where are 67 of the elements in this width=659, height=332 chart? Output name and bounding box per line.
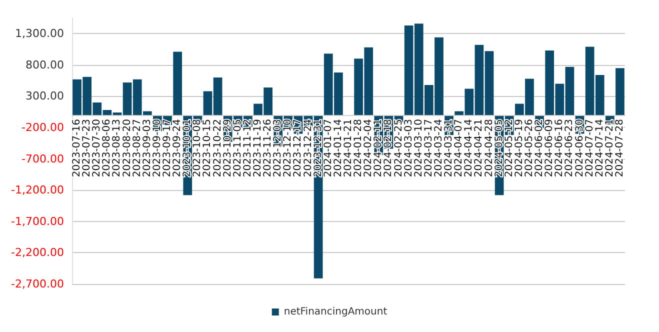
x-tick-label: 2024-04-07 xyxy=(454,119,465,178)
x-tick-label: 2023-10-22 xyxy=(212,119,224,178)
x-tick-label: 2024-07-21 xyxy=(604,119,616,178)
x-tick-label: 2024-06-30 xyxy=(574,119,586,178)
x-tick-label: 2023-12-31 xyxy=(312,119,324,178)
x-tick-label: 2024-01-07 xyxy=(322,119,334,178)
x-tick-label: 2024-03-24 xyxy=(433,119,444,178)
x-tick-label: 2024-07-07 xyxy=(584,119,596,178)
x-tick-label: 2023-12-17 xyxy=(292,119,304,178)
bar xyxy=(173,52,182,116)
x-tick-label: 2024-07-28 xyxy=(614,119,626,178)
y-tick-label: 300.00 xyxy=(26,90,64,103)
x-tick-label: 2023-11-26 xyxy=(262,119,274,178)
x-tick-label: 2023-11-12 xyxy=(242,119,254,178)
x-tick-label: 2024-02-18 xyxy=(383,119,394,178)
x-tick-label: 2023-10-29 xyxy=(222,119,234,178)
bar xyxy=(616,68,624,116)
x-tick-label: 2023-12-10 xyxy=(282,119,294,178)
x-tick-label: 2023-08-13 xyxy=(112,119,123,178)
x-tick-label: 2023-12-03 xyxy=(272,119,284,178)
y-tick-label: -2,700.00 xyxy=(11,278,64,290)
x-tick-label: 2024-07-14 xyxy=(594,119,606,178)
x-tick-label: 2024-02-04 xyxy=(363,119,374,178)
x-tick-label: 2023-09-03 xyxy=(142,119,153,178)
y-tick-label: -700.00 xyxy=(22,152,64,166)
y-tick-label: -200.00 xyxy=(22,121,64,134)
x-tick-label: 2024-05-19 xyxy=(514,119,525,178)
x-tick-label: 2024-01-21 xyxy=(343,119,354,178)
x-tick-label: 2023-09-17 xyxy=(162,119,174,178)
y-tick-label: -1,700.00 xyxy=(11,214,64,228)
x-tick-label: 2024-05-26 xyxy=(524,119,535,178)
y-tick-label: -2,200.00 xyxy=(11,246,64,260)
x-tick-label: 2023-10-15 xyxy=(202,119,214,178)
x-tick-label: 2023-11-05 xyxy=(232,119,244,178)
x-tick-label: 2023-07-16 xyxy=(72,119,83,178)
x-tick-label: 2024-05-12 xyxy=(504,119,515,178)
x-tick-label: 2024-04-14 xyxy=(464,119,475,178)
x-tick-label: 2023-09-10 xyxy=(152,119,163,178)
x-tick-label: 2024-05-05 xyxy=(494,119,505,178)
x-tick-label: 2024-04-21 xyxy=(474,119,485,178)
x-tick-label: 2023-11-19 xyxy=(252,119,264,178)
x-tick-label: 2023-07-30 xyxy=(92,119,103,178)
x-tick-label: 2024-03-31 xyxy=(444,119,455,178)
y-tick-label: 1,300.00 xyxy=(15,27,64,40)
x-tick-label: 2024-03-17 xyxy=(423,119,434,178)
x-tick-label: 2023-12-24 xyxy=(302,119,314,178)
x-tick-label: 2023-09-24 xyxy=(172,119,184,178)
x-tick-label: 2024-06-16 xyxy=(554,119,566,178)
x-tick-label: 2024-04-28 xyxy=(484,119,495,178)
x-tick-label: 2023-08-06 xyxy=(102,119,113,178)
x-tick-label: 2024-06-02 xyxy=(534,119,546,178)
x-tick-label: 2023-10-08 xyxy=(192,119,204,178)
x-tick-label: 2024-02-11 xyxy=(373,119,384,178)
x-tick-label: 2024-03-03 xyxy=(403,119,414,178)
legend-label: netFinancingAmount xyxy=(284,306,388,318)
x-tick-label: 2024-06-09 xyxy=(544,119,556,178)
x-tick-label: 2024-02-25 xyxy=(393,119,404,178)
x-tick-label: 2023-08-27 xyxy=(132,119,143,178)
x-tick-label: 2024-03-10 xyxy=(413,119,424,178)
x-tick-label: 2023-08-20 xyxy=(122,119,133,178)
x-tick-label: 2024-01-28 xyxy=(353,119,364,178)
y-tick-label: 800.00 xyxy=(26,58,64,72)
y-tick-label: -1,200.00 xyxy=(11,184,64,197)
x-tick-label: 2024-06-23 xyxy=(564,119,576,178)
x-tick-label: 2024-01-14 xyxy=(332,119,344,178)
x-tick-label: 2023-10-01 xyxy=(182,119,194,178)
x-tick-label: 2023-07-23 xyxy=(82,119,93,178)
